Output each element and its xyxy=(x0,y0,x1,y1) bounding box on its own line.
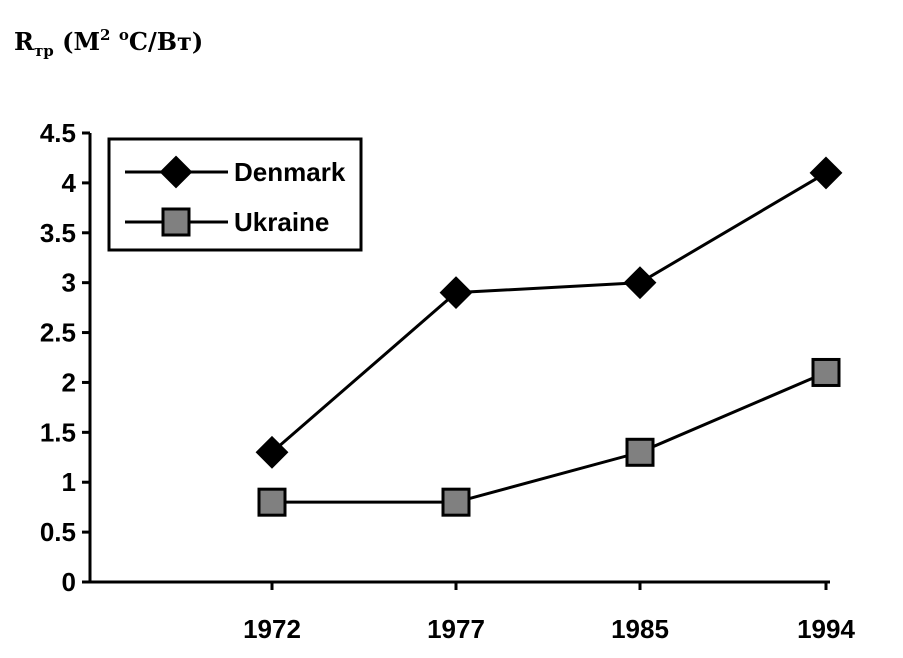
denmark-point-1977 xyxy=(439,276,473,310)
y-tick-label: 3 xyxy=(62,268,76,298)
y-axis-title-unit-space xyxy=(110,27,118,56)
legend: Denmark Ukraine xyxy=(107,137,363,252)
y-tick-label: 1 xyxy=(62,467,76,497)
x-tick-label: 1977 xyxy=(427,614,485,644)
x-tick-label: 1994 xyxy=(797,614,855,644)
legend-label-ukraine: Ukraine xyxy=(234,207,329,237)
legend-label-denmark: Denmark xyxy=(234,157,346,187)
ukraine-point-1972 xyxy=(257,487,287,517)
series-line-denmark xyxy=(271,171,827,454)
y-axis-title-unit-open: (М xyxy=(54,27,100,56)
y-axis-title-unit-superscript: 2 xyxy=(100,26,110,44)
denmark-point-1985 xyxy=(623,266,657,300)
denmark-point-1972 xyxy=(255,435,289,469)
x-tick-label: 1985 xyxy=(611,614,669,644)
y-axis-title-symbol: R xyxy=(14,27,35,56)
y-axis-title-subscript: тр xyxy=(34,42,54,60)
y-tick-label: 2 xyxy=(62,367,76,397)
x-tick-label: 1972 xyxy=(243,614,301,644)
ukraine-point-1994 xyxy=(811,357,841,387)
legend-marker-denmark xyxy=(159,155,193,189)
y-axis-title-unit-degree: о xyxy=(119,26,129,44)
series-line-ukraine xyxy=(272,371,827,504)
y-axis-title-unit-close: С/Вт) xyxy=(129,27,203,56)
legend-box xyxy=(107,137,363,252)
y-tick-label: 4 xyxy=(62,168,77,198)
y-tick-label: 1.5 xyxy=(40,417,76,447)
ukraine-point-1977 xyxy=(441,487,471,517)
y-tick-label: 2.5 xyxy=(40,318,76,348)
y-tick-label: 3.5 xyxy=(40,218,76,248)
y-axis-title: Rтр (М2 оС/Вт) xyxy=(14,26,203,60)
y-tick-label: 0.5 xyxy=(40,517,76,547)
legend-marker-ukraine xyxy=(161,207,191,237)
series-ukraine xyxy=(257,357,841,517)
plot-area: 0 0.5 1 1.5 2 2.5 3 3.5 4 4.5 1972 1977 1985 1994 xyxy=(40,118,856,644)
denmark-point-1994 xyxy=(809,156,843,190)
series-denmark xyxy=(255,156,843,469)
y-tick-label: 0 xyxy=(62,567,76,597)
ukraine-point-1985 xyxy=(625,437,655,467)
y-tick-label: 4.5 xyxy=(40,118,76,148)
